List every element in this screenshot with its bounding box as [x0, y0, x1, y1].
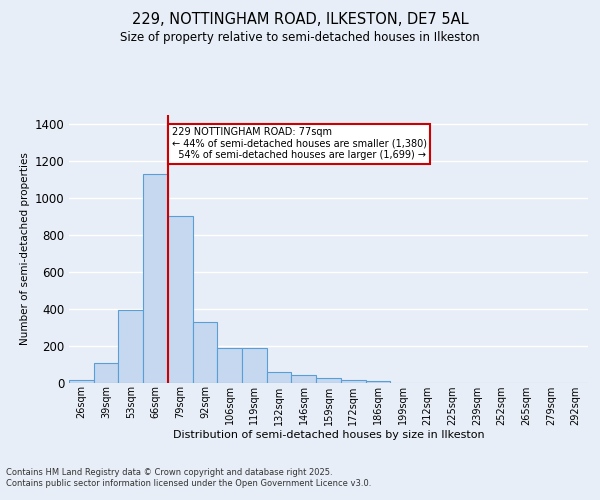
X-axis label: Distribution of semi-detached houses by size in Ilkeston: Distribution of semi-detached houses by …	[173, 430, 484, 440]
Bar	[365, 380, 390, 382]
Bar	[341, 380, 365, 382]
Bar	[292, 375, 316, 382]
Bar	[242, 348, 267, 382]
Bar	[118, 310, 143, 382]
Bar	[217, 348, 242, 382]
Bar	[316, 378, 341, 382]
Y-axis label: Number of semi-detached properties: Number of semi-detached properties	[20, 152, 30, 345]
Bar	[168, 216, 193, 382]
Bar	[69, 380, 94, 382]
Bar	[143, 174, 168, 382]
Text: 229, NOTTINGHAM ROAD, ILKESTON, DE7 5AL: 229, NOTTINGHAM ROAD, ILKESTON, DE7 5AL	[131, 12, 469, 28]
Text: 229 NOTTINGHAM ROAD: 77sqm
← 44% of semi-detached houses are smaller (1,380)
  5: 229 NOTTINGHAM ROAD: 77sqm ← 44% of semi…	[172, 127, 427, 160]
Bar	[267, 372, 292, 382]
Text: Contains HM Land Registry data © Crown copyright and database right 2025.
Contai: Contains HM Land Registry data © Crown c…	[6, 468, 371, 487]
Text: Size of property relative to semi-detached houses in Ilkeston: Size of property relative to semi-detach…	[120, 32, 480, 44]
Bar	[193, 322, 217, 382]
Bar	[94, 363, 118, 382]
